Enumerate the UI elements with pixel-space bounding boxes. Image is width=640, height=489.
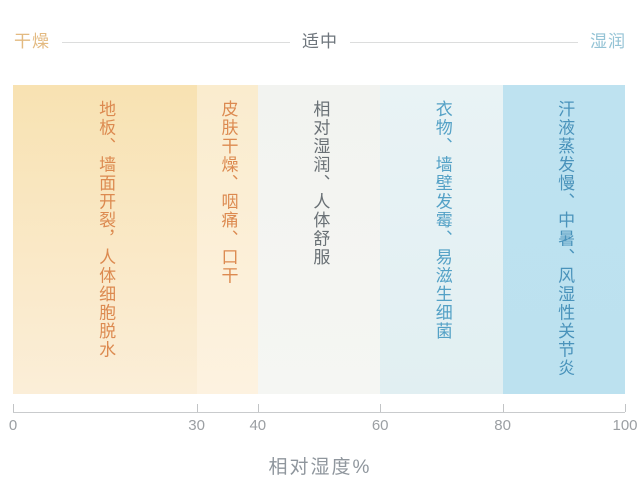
zone-label-humid: 湿润	[590, 32, 626, 51]
humidity-bands: 地板、墙面开裂，人体细胞脱水 皮肤干燥、咽痛、口干 相对湿润、人体舒服 衣物、墙…	[13, 85, 625, 394]
zone-header: 干燥 适中 湿润	[14, 31, 626, 53]
x-axis: 0 30 40 60 80 100	[9, 404, 638, 434]
band-80-100-label: 汗液蒸发慢、中暑、风湿性关节炎	[555, 100, 575, 378]
band-40-60-label: 相对湿润、人体舒服	[310, 100, 330, 267]
x-axis-tick-30	[196, 404, 198, 412]
band-60-80: 衣物、墙壁发霉、易滋生细菌	[380, 85, 503, 394]
band-30-40-label: 皮肤干燥、咽痛、口干	[218, 100, 238, 285]
x-axis-tick-label-60: 60	[371, 417, 389, 434]
x-axis-tick-label-80: 80	[494, 417, 511, 434]
x-axis-title: 相对湿度%	[268, 457, 372, 478]
header-divider-right	[350, 41, 578, 43]
x-axis-tick-label-100: 100	[612, 417, 638, 434]
x-axis-tick-label-0: 0	[8, 417, 18, 434]
band-40-60: 相对湿润、人体舒服	[257, 85, 381, 394]
header-divider-left	[62, 41, 290, 43]
x-axis-tick-60	[380, 404, 382, 412]
zone-label-moderate: 适中	[302, 32, 338, 51]
band-0-30: 地板、墙面开裂，人体细胞脱水	[13, 85, 197, 394]
x-axis-tick-label-40: 40	[249, 417, 267, 434]
zone-label-dry: 干燥	[14, 32, 50, 51]
band-0-30-label: 地板、墙面开裂，人体细胞脱水	[96, 100, 116, 359]
x-axis-tick-80	[502, 404, 504, 412]
band-60-80-label: 衣物、墙壁发霉、易滋生细菌	[432, 100, 452, 341]
band-80-100: 汗液蒸发慢、中暑、风湿性关节炎	[502, 85, 625, 394]
x-axis-tick-0	[13, 404, 14, 412]
band-30-40: 皮肤干燥、咽痛、口干	[196, 85, 258, 394]
x-axis-tick-100	[625, 404, 626, 412]
x-axis-tick-label-30: 30	[188, 417, 205, 434]
x-axis-tick-40	[257, 404, 259, 412]
